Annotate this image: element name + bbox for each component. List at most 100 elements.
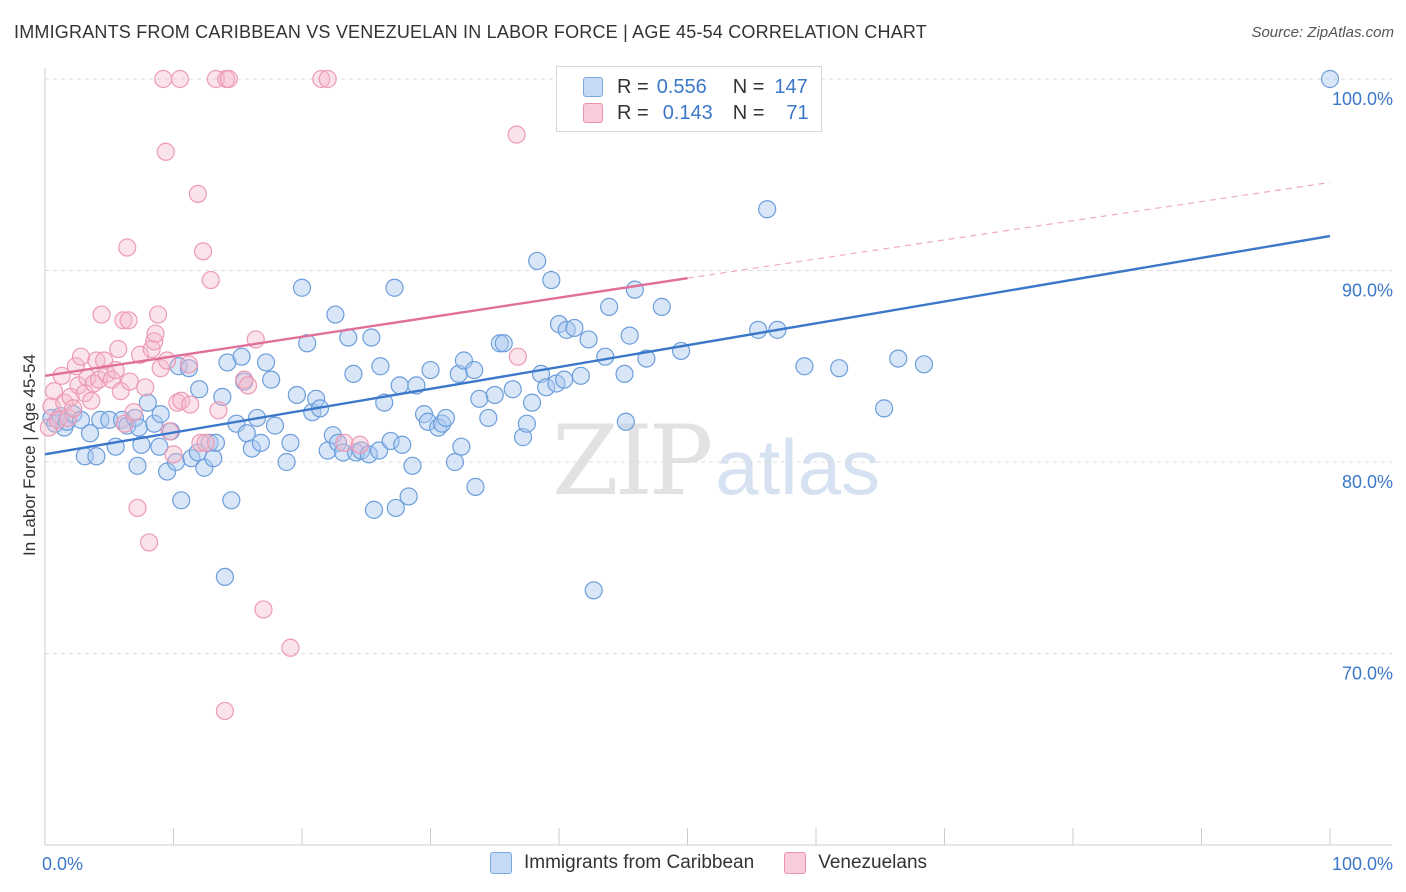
venezuelan-point (318, 69, 337, 89)
venezuelan-point (71, 347, 91, 366)
venezuelan-point (172, 391, 191, 410)
caribbean-point (150, 437, 169, 456)
venezuelan-point (109, 339, 128, 359)
caribbean-point (600, 297, 619, 316)
x-tick-label: 100.0% (1332, 854, 1393, 874)
venezuelan-point (164, 445, 183, 464)
venezuelan-point (82, 391, 101, 410)
caribbean-point (386, 498, 405, 518)
venezuelan-trend-extension (687, 181, 1331, 279)
caribbean-point (138, 393, 157, 412)
y-tick-label: 90.0% (1342, 281, 1393, 301)
caribbean-point (555, 370, 574, 389)
caribbean-point (326, 305, 345, 324)
caribbean-point (637, 349, 656, 368)
caribbean-point (385, 278, 404, 297)
caribbean-point (479, 408, 498, 428)
venezuelan-point (193, 242, 213, 261)
caribbean-point (571, 366, 590, 385)
series-label-caribbean: Immigrants from Caribbean (524, 852, 755, 873)
venezuelan-point (206, 69, 226, 89)
venezuelan-point (156, 142, 175, 161)
caribbean-point (542, 270, 561, 290)
caribbean-point (334, 443, 353, 462)
venezuelan-point (188, 184, 208, 203)
legend-row-caribbean: R = 0.556 N = 147 (583, 74, 808, 100)
venezuelan-point (254, 600, 273, 619)
caribbean-point (620, 326, 639, 345)
caribbean-point (206, 433, 226, 452)
series-swatch-caribbean (490, 852, 512, 874)
venezuelan-point (201, 270, 220, 290)
caribbean-point (190, 380, 209, 399)
caribbean-point (517, 414, 536, 433)
venezuelan-point (215, 701, 234, 721)
series-swatch-venezuelan (784, 852, 807, 874)
venezuelan-point (179, 355, 199, 374)
caribbean-point (125, 408, 145, 428)
y-axis-title: In Labor Force | Age 45-54 (20, 354, 39, 556)
legend-swatch-venezuelan (583, 103, 603, 123)
caribbean-point (1320, 69, 1340, 89)
caribbean-point (466, 477, 485, 496)
venezuelan-point (507, 125, 526, 144)
caribbean-point (522, 393, 542, 412)
venezuelan-point (281, 638, 300, 657)
caribbean-point (875, 399, 894, 418)
caribbean-point (418, 412, 438, 431)
venezuelan-point (114, 311, 133, 330)
caribbean-point (292, 278, 312, 297)
y-tick-label: 70.0% (1342, 664, 1393, 684)
source-label: Source: ZipAtlas.com (1251, 24, 1394, 41)
caribbean-point (579, 330, 598, 349)
venezuelan-point (196, 433, 215, 452)
caribbean-point (287, 385, 306, 405)
legend-n-value: 147 (774, 75, 808, 98)
venezuelan-point (118, 238, 137, 257)
legend-swatch-caribbean (583, 77, 603, 97)
venezuelan-point (64, 399, 83, 418)
caribbean-point (494, 334, 513, 353)
caribbean-point (80, 424, 100, 443)
caribbean-point (503, 380, 522, 399)
caribbean-point (215, 567, 234, 587)
x-tick-label: 0.0% (42, 854, 83, 874)
venezuelan-point (92, 305, 111, 324)
caribbean-point (652, 297, 671, 316)
caribbean-point (596, 347, 615, 366)
y-tick-label: 80.0% (1342, 472, 1393, 492)
venezuelan-point (146, 324, 165, 343)
caribbean-point (381, 431, 400, 451)
caribbean-point (390, 376, 409, 395)
caribbean-point (222, 491, 241, 510)
series-legend-caribbean: Immigrants from Caribbean (490, 852, 754, 874)
series-legend: Immigrants from Caribbean Venezuelans (490, 852, 957, 874)
legend-r-value: 0.556 (656, 75, 707, 98)
caribbean-point (277, 452, 296, 472)
caribbean-point (749, 320, 768, 339)
y-tick-label: 100.0% (1332, 89, 1393, 109)
caribbean-point (449, 364, 468, 384)
venezuelan-point (181, 395, 200, 414)
caribbean-point (537, 378, 556, 397)
venezuelan-point (238, 376, 258, 395)
caribbean-point (128, 456, 147, 475)
venezuelan-point (350, 435, 369, 454)
venezuelan-point (170, 69, 190, 89)
venezuelan-point (145, 332, 164, 351)
venezuelan-point (119, 311, 138, 330)
caribbean-point (242, 439, 261, 458)
caribbean-point (914, 355, 934, 374)
legend-r-value: 0.143 (662, 101, 713, 124)
caribbean-point (265, 416, 285, 435)
caribbean-point (615, 364, 634, 384)
caribbean-point (87, 447, 106, 466)
caribbean-point (399, 487, 418, 506)
caribbean-point (262, 370, 281, 389)
caribbean-point (281, 433, 300, 452)
venezuelan-point (154, 69, 173, 89)
caribbean-point (132, 435, 151, 454)
venezuelan-point (148, 305, 168, 324)
caribbean-point (758, 200, 777, 219)
caribbean-point (179, 359, 199, 378)
